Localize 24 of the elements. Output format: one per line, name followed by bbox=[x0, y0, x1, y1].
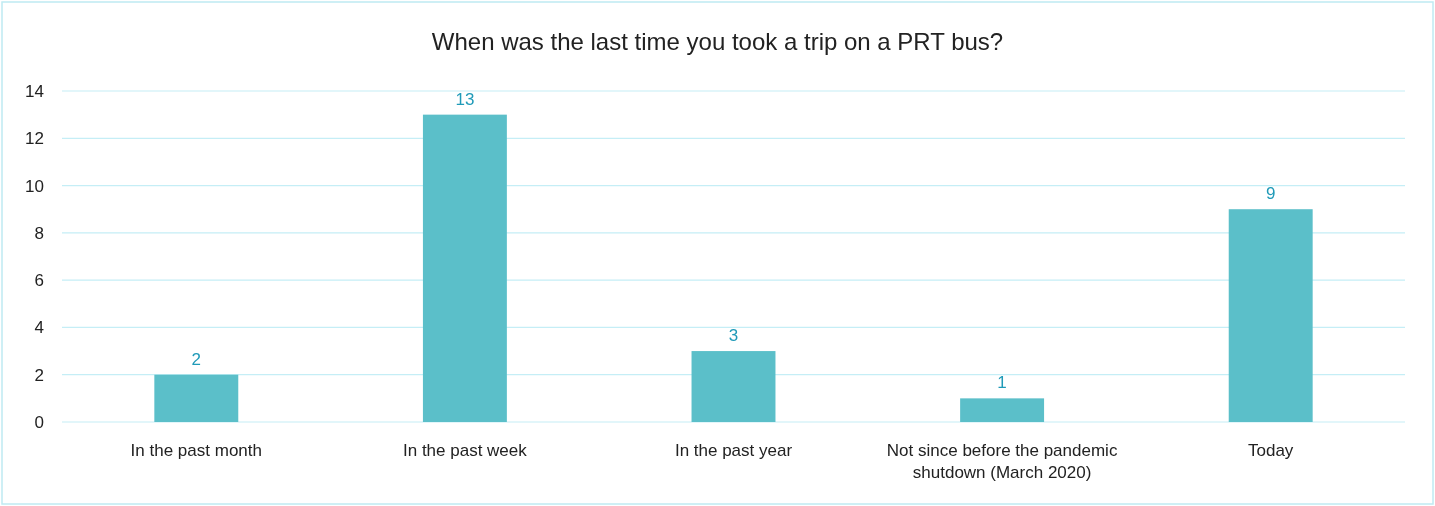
data-label: 1 bbox=[997, 373, 1007, 393]
x-tick-label: In the past month bbox=[130, 441, 262, 460]
data-label: 9 bbox=[1265, 184, 1276, 204]
bar bbox=[422, 114, 507, 422]
bar bbox=[691, 351, 776, 422]
y-tick-label: 14 bbox=[25, 81, 44, 101]
y-tick-label: 0 bbox=[34, 412, 44, 432]
y-tick-label: 4 bbox=[34, 318, 44, 338]
y-tick-label: 2 bbox=[34, 365, 44, 385]
x-tick-label: Today bbox=[1248, 441, 1294, 460]
data-label: 2 bbox=[191, 349, 202, 369]
data-label: 13 bbox=[455, 89, 475, 109]
y-tick-label: 8 bbox=[34, 223, 44, 243]
bar bbox=[154, 374, 239, 422]
chart-title: When was the last time you took a trip on a PRT bus? bbox=[431, 28, 1004, 55]
x-tick-label: In the past year bbox=[674, 441, 793, 460]
y-tick-label: 10 bbox=[25, 176, 44, 196]
y-tick-label: 12 bbox=[25, 129, 44, 149]
bar bbox=[960, 398, 1045, 422]
y-tick-label: 6 bbox=[34, 271, 44, 291]
x-tick-label: In the past week bbox=[402, 441, 528, 460]
x-tick-label: Not since before the pandemic shutdown (March 2020) bbox=[886, 441, 1118, 482]
data-label: 3 bbox=[728, 326, 739, 346]
bar bbox=[1228, 209, 1313, 422]
